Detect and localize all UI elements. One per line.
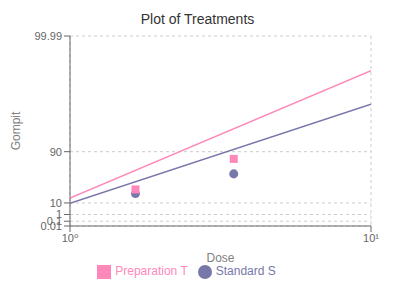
html-text:Preparation T: Preparation T (115, 264, 188, 278)
html-text:Plot of Treatments: Plot of Treatments (140, 11, 255, 27)
html-text:Standard S: Standard S (215, 264, 276, 278)
svg-text:Gompit: Gompit (9, 111, 23, 150)
svg-text:1: 1 (56, 208, 62, 220)
svg-text:90: 90 (50, 146, 62, 158)
svg-text:Dose: Dose (206, 251, 234, 265)
svg-text:10¹: 10¹ (363, 232, 379, 244)
svg-text:10: 10 (50, 197, 62, 209)
svg-text:10⁰: 10⁰ (62, 232, 79, 244)
svg-text:99.99: 99.99 (34, 30, 62, 42)
svg-text:0.1: 0.1 (46, 215, 62, 228)
